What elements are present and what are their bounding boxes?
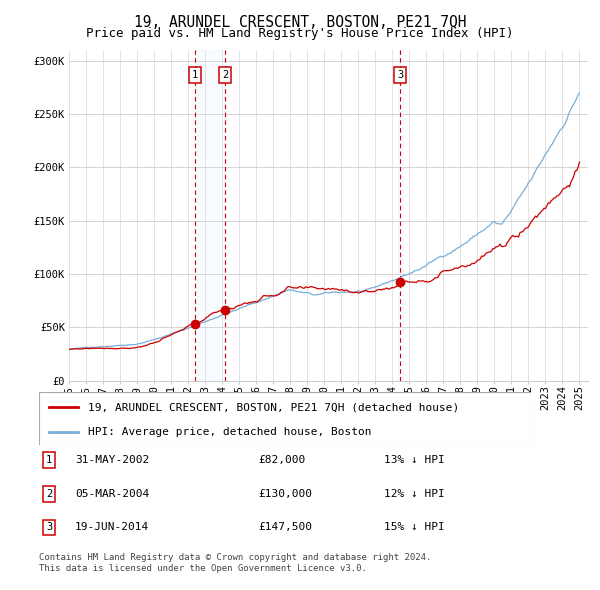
Text: 2: 2 xyxy=(46,489,52,499)
Text: £130,000: £130,000 xyxy=(258,489,312,499)
Bar xyxy=(195,50,225,381)
Text: Contains HM Land Registry data © Crown copyright and database right 2024.: Contains HM Land Registry data © Crown c… xyxy=(39,553,431,562)
Text: This data is licensed under the Open Government Licence v3.0.: This data is licensed under the Open Gov… xyxy=(39,565,367,573)
Text: 19, ARUNDEL CRESCENT, BOSTON, PE21 7QH: 19, ARUNDEL CRESCENT, BOSTON, PE21 7QH xyxy=(134,15,466,30)
Text: £82,000: £82,000 xyxy=(258,455,305,465)
Text: 31-MAY-2002: 31-MAY-2002 xyxy=(75,455,149,465)
Text: 19, ARUNDEL CRESCENT, BOSTON, PE21 7QH (detached house): 19, ARUNDEL CRESCENT, BOSTON, PE21 7QH (… xyxy=(88,402,460,412)
Text: 19-JUN-2014: 19-JUN-2014 xyxy=(75,523,149,532)
Text: 05-MAR-2004: 05-MAR-2004 xyxy=(75,489,149,499)
Text: Price paid vs. HM Land Registry's House Price Index (HPI): Price paid vs. HM Land Registry's House … xyxy=(86,27,514,40)
Text: 1: 1 xyxy=(192,70,198,80)
Bar xyxy=(398,50,403,381)
Text: 3: 3 xyxy=(46,523,52,532)
Text: 12% ↓ HPI: 12% ↓ HPI xyxy=(384,489,445,499)
Text: 2: 2 xyxy=(222,70,228,80)
Text: 3: 3 xyxy=(397,70,403,80)
Text: 13% ↓ HPI: 13% ↓ HPI xyxy=(384,455,445,465)
FancyBboxPatch shape xyxy=(39,392,531,445)
Text: 1: 1 xyxy=(46,455,52,465)
Text: 15% ↓ HPI: 15% ↓ HPI xyxy=(384,523,445,532)
Text: HPI: Average price, detached house, Boston: HPI: Average price, detached house, Bost… xyxy=(88,427,372,437)
Text: £147,500: £147,500 xyxy=(258,523,312,532)
